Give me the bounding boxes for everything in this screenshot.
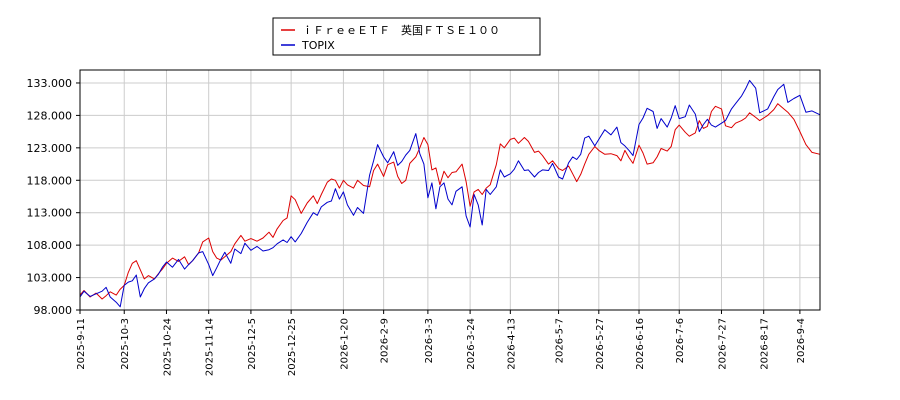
x-tick-label: 2025-11-14: [205, 318, 216, 376]
x-tick-label: 2026-1-20: [339, 318, 350, 370]
x-tick-label: 2026-9-4: [796, 318, 807, 363]
grid: [79, 70, 820, 311]
y-tick-label: 118.000: [27, 174, 73, 187]
x-tick-label: 2026-3-24: [466, 318, 477, 370]
y-tick-label: 98.000: [34, 304, 73, 317]
y-tick-label: 103.000: [27, 272, 73, 285]
x-tick-label: 2026-6-16: [635, 318, 646, 370]
x-tick-label: 2026-2-9: [380, 318, 391, 363]
series-lines: [79, 79, 821, 308]
y-tick-label: 113.000: [27, 207, 73, 220]
y-axis-ticks: 98.000 103.000 108.000 113.000 118.000 123.00…: [27, 77, 80, 317]
y-tick-label: 123.000: [27, 142, 73, 155]
series-line-ifree-etf: [79, 103, 821, 300]
y-tick-label: 133.000: [27, 77, 73, 90]
x-tick-label: 2025-12-5: [247, 318, 258, 370]
x-axis-ticks: 2025-9-11 2025-10-3 2025-10-24 2025-11-14 20…: [76, 310, 807, 376]
legend-box: [272, 17, 541, 56]
x-tick-label: 2026-4-13: [506, 318, 517, 370]
x-tick-label: 2026-5-7: [555, 318, 566, 363]
series-line-topix: [79, 79, 821, 308]
y-tick-label: 108.000: [27, 239, 73, 252]
x-tick-label: 2026-5-27: [595, 318, 606, 370]
x-tick-label: 2025-9-11: [76, 318, 87, 370]
x-tick-label: 2026-7-27: [717, 318, 728, 370]
legend-label-topix: TOPIX: [301, 39, 335, 52]
x-tick-label: 2026-7-6: [675, 318, 686, 363]
legend-label-ifree-etf: ｉＦｒｅｅＥＴＦ 英国ＦＴＳＥ１００: [302, 23, 500, 37]
x-tick-label: 2025-10-24: [162, 318, 173, 376]
y-tick-label: 128.000: [27, 109, 73, 122]
x-tick-label: 2025-10-3: [120, 318, 131, 370]
plot-area: [79, 69, 821, 311]
x-tick-label: 2025-12-25: [287, 318, 298, 376]
x-tick-label: 2026-8-17: [760, 318, 771, 370]
legend: ｉＦｒｅｅＥＴＦ 英国ＦＴＳＥ１００ TOPIX: [272, 17, 541, 56]
x-tick-label: 2026-3-3: [424, 318, 435, 363]
